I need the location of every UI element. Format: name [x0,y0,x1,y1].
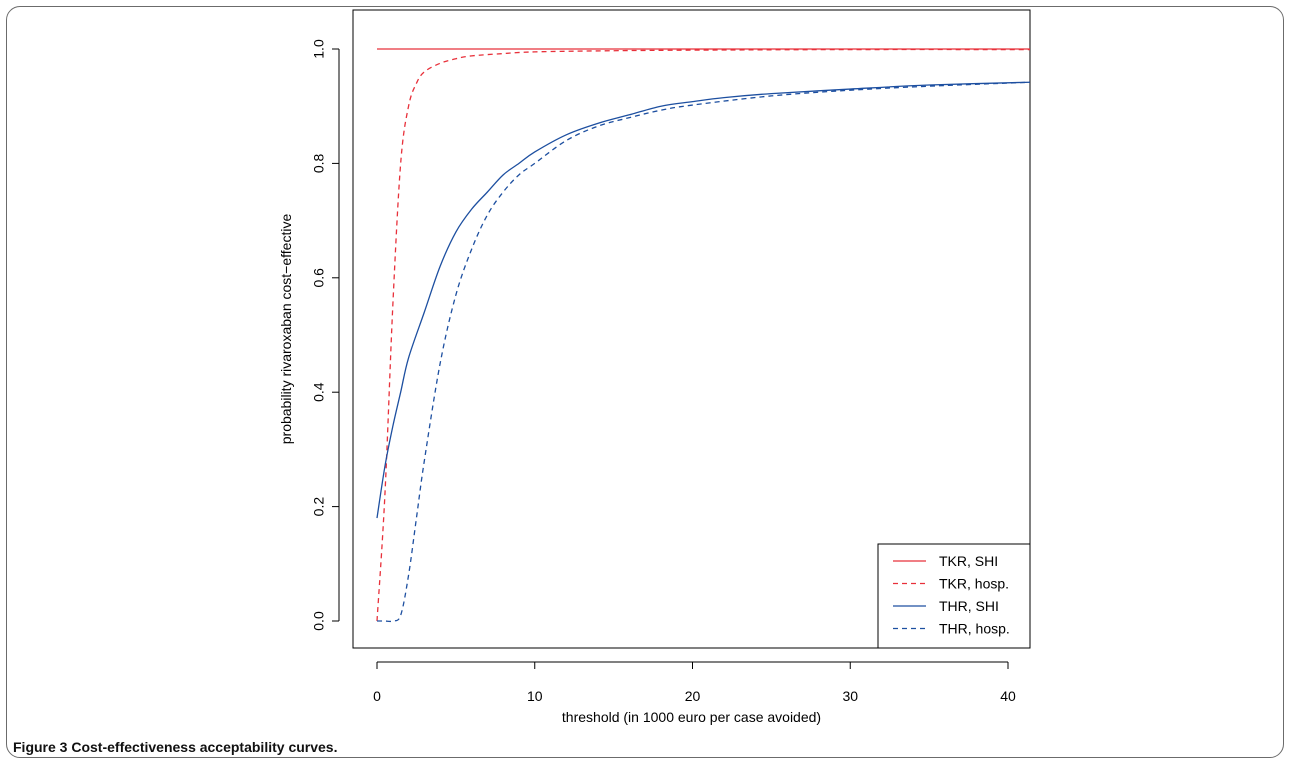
x-tick-label: 10 [527,688,543,704]
figure-caption: Figure 3 Cost-effectiveness acceptabilit… [13,739,337,755]
x-tick-label: 30 [842,688,858,704]
y-tick-label: 0.4 [311,382,327,402]
x-tick-label: 40 [1000,688,1016,704]
y-tick-label: 0.0 [311,611,327,631]
x-tick-label: 0 [373,688,381,704]
plot-area-border [352,9,1031,649]
series-line-2 [376,48,1030,622]
series-line-4 [377,81,1030,623]
legend: TKR, SHI TKR, hosp. THR, SHI THR, hosp. [877,543,1031,649]
y-tick-label: 0.6 [311,268,327,288]
y-tick-label: 0.2 [311,497,327,517]
legend-label: TKR, SHI [939,553,998,569]
legend-label: THR, SHI [939,598,999,614]
x-tick-label: 20 [685,688,701,704]
y-tick-label: 0.8 [311,153,327,173]
figure-label: Figure 3 [13,739,68,755]
figure-frame [6,6,1284,758]
y-axis-label: probability rivaroxaban cost−effective [278,214,294,445]
x-axis-label: threshold (in 1000 euro per case avoided… [562,709,821,725]
y-tick-label: 1.0 [311,39,327,59]
figure-caption-text: Cost-effectiveness acceptability curves. [71,739,338,755]
series-line-3 [376,81,1030,519]
legend-label: THR, hosp. [939,621,1010,637]
legend-label: TKR, hosp. [939,576,1009,592]
